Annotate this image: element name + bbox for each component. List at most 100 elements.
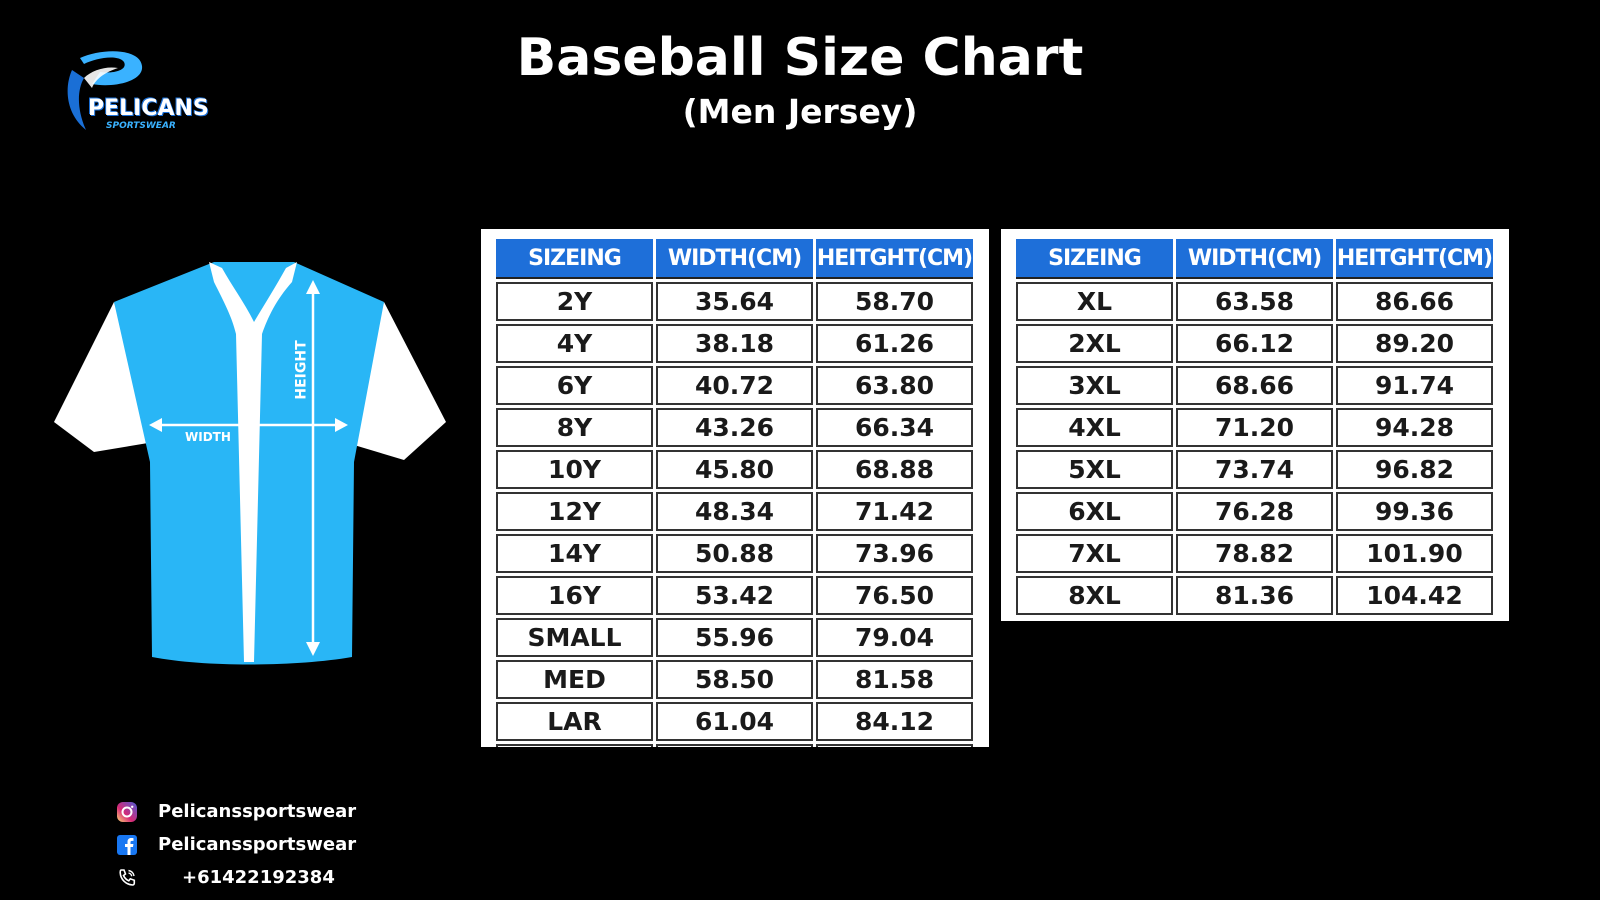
empty-cell xyxy=(496,744,653,747)
height-cell: 73.96 xyxy=(816,534,973,573)
phone-icon xyxy=(116,867,138,889)
column-header-width: WIDTH(CM) xyxy=(1176,239,1333,279)
height-cell: 81.58 xyxy=(816,660,973,699)
height-cell: 71.42 xyxy=(816,492,973,531)
width-cell: 53.42 xyxy=(656,576,813,615)
size-cell: XL xyxy=(1016,282,1173,321)
width-cell: 78.82 xyxy=(1176,534,1333,573)
phone-number: +61422192384 xyxy=(182,867,335,888)
instagram-contact[interactable]: Pelicanssportswear xyxy=(116,795,356,828)
column-header-width: WIDTH(CM) xyxy=(656,239,813,279)
width-cell: 58.50 xyxy=(656,660,813,699)
table-row: 14Y 50.88 73.96 xyxy=(496,534,973,573)
instagram-icon xyxy=(116,801,138,823)
empty-cell xyxy=(656,744,813,747)
width-cell: 35.64 xyxy=(656,282,813,321)
jersey-icon xyxy=(54,262,446,665)
height-cell: 96.82 xyxy=(1336,450,1493,489)
phone-contact[interactable]: +61422192384 xyxy=(116,861,356,894)
table-row: 4Y 38.18 61.26 xyxy=(496,324,973,363)
size-cell: 10Y xyxy=(496,450,653,489)
height-cell: 84.12 xyxy=(816,702,973,741)
size-cell: 16Y xyxy=(496,576,653,615)
logo-wordmark: PELICANS xyxy=(88,96,209,121)
facebook-icon xyxy=(116,834,138,856)
height-cell: 58.70 xyxy=(816,282,973,321)
width-cell: 68.66 xyxy=(1176,366,1333,405)
size-cell: 8XL xyxy=(1016,576,1173,615)
height-cell: 99.36 xyxy=(1336,492,1493,531)
table-row: MED 58.50 81.58 xyxy=(496,660,973,699)
table-header-row: SIZEING WIDTH(CM) HEITGHT(CM) xyxy=(496,239,973,279)
table-row: LAR 61.04 84.12 xyxy=(496,702,973,741)
size-cell: SMALL xyxy=(496,618,653,657)
size-cell: 2Y xyxy=(496,282,653,321)
height-cell: 66.34 xyxy=(816,408,973,447)
table-row: 8XL 81.36 104.42 xyxy=(1016,576,1493,615)
table-row: 7XL 78.82 101.90 xyxy=(1016,534,1493,573)
width-cell: 76.28 xyxy=(1176,492,1333,531)
jersey-illustration: WIDTH HEIGHT xyxy=(54,262,454,682)
width-label: WIDTH xyxy=(185,430,231,444)
height-cell: 79.04 xyxy=(816,618,973,657)
size-cell: 7XL xyxy=(1016,534,1173,573)
size-table-right: SIZEING WIDTH(CM) HEITGHT(CM) XL 63.58 86.… xyxy=(1013,236,1496,618)
width-cell: 45.80 xyxy=(656,450,813,489)
facebook-contact[interactable]: Pelicanssportswear xyxy=(116,828,356,861)
size-cell: 6XL xyxy=(1016,492,1173,531)
instagram-handle: Pelicanssportswear xyxy=(158,801,357,822)
size-cell: 6Y xyxy=(496,366,653,405)
size-cell: 4Y xyxy=(496,324,653,363)
size-cell: 14Y xyxy=(496,534,653,573)
height-cell: 101.90 xyxy=(1336,534,1493,573)
table-row: 16Y 53.42 76.50 xyxy=(496,576,973,615)
table-row: 12Y 48.34 71.42 xyxy=(496,492,973,531)
table-header-row: SIZEING WIDTH(CM) HEITGHT(CM) xyxy=(1016,239,1493,279)
column-header-height: HEITGHT(CM) xyxy=(816,239,973,279)
width-cell: 66.12 xyxy=(1176,324,1333,363)
column-header-height: HEITGHT(CM) xyxy=(1336,239,1493,279)
height-cell: 63.80 xyxy=(816,366,973,405)
width-cell: 48.34 xyxy=(656,492,813,531)
height-cell: 94.28 xyxy=(1336,408,1493,447)
height-cell: 104.42 xyxy=(1336,576,1493,615)
table-row: XL 63.58 86.66 xyxy=(1016,282,1493,321)
height-cell: 61.26 xyxy=(816,324,973,363)
size-cell: MED xyxy=(496,660,653,699)
column-header-size: SIZEING xyxy=(496,239,653,279)
width-cell: 50.88 xyxy=(656,534,813,573)
table-row: 8Y 43.26 66.34 xyxy=(496,408,973,447)
table-row: 6Y 40.72 63.80 xyxy=(496,366,973,405)
size-cell: 4XL xyxy=(1016,408,1173,447)
empty-cell xyxy=(816,744,973,747)
logo-tagline: SPORTSWEAR xyxy=(106,121,176,131)
table-row: SMALL 55.96 79.04 xyxy=(496,618,973,657)
height-cell: 86.66 xyxy=(1336,282,1493,321)
table-row: 4XL 71.20 94.28 xyxy=(1016,408,1493,447)
size-cell: 8Y xyxy=(496,408,653,447)
width-cell: 38.18 xyxy=(656,324,813,363)
table-row: 6XL 76.28 99.36 xyxy=(1016,492,1493,531)
table-row: 2Y 35.64 58.70 xyxy=(496,282,973,321)
width-cell: 73.74 xyxy=(1176,450,1333,489)
height-cell: 89.20 xyxy=(1336,324,1493,363)
width-cell: 63.58 xyxy=(1176,282,1333,321)
table-row: 3XL 68.66 91.74 xyxy=(1016,366,1493,405)
table-row: 10Y 45.80 68.88 xyxy=(496,450,973,489)
height-cell: 68.88 xyxy=(816,450,973,489)
height-label: HEIGHT xyxy=(293,340,310,400)
size-table-right-panel: SIZEING WIDTH(CM) HEITGHT(CM) XL 63.58 86.… xyxy=(1001,229,1509,621)
table-row: 5XL 73.74 96.82 xyxy=(1016,450,1493,489)
size-cell: 12Y xyxy=(496,492,653,531)
column-header-size: SIZEING xyxy=(1016,239,1173,279)
size-table-left: SIZEING WIDTH(CM) HEITGHT(CM) 2Y 35.64 58.… xyxy=(493,236,976,747)
width-cell: 43.26 xyxy=(656,408,813,447)
contact-info: Pelicanssportswear Pelicanssportswear +6… xyxy=(116,795,356,894)
size-cell: LAR xyxy=(496,702,653,741)
width-cell: 61.04 xyxy=(656,702,813,741)
size-cell: 2XL xyxy=(1016,324,1173,363)
table-row: 2XL 66.12 89.20 xyxy=(1016,324,1493,363)
height-cell: 76.50 xyxy=(816,576,973,615)
table-row-cut-off xyxy=(496,744,973,747)
